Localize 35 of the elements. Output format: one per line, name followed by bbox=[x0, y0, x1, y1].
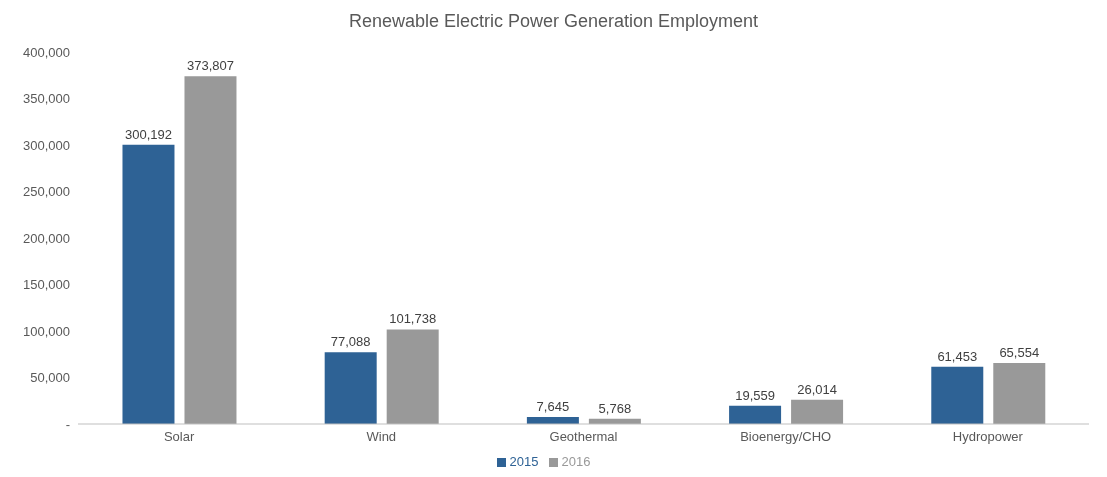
y-tick-label: 150,000 bbox=[23, 277, 70, 293]
data-label: 65,554 bbox=[999, 345, 1040, 361]
x-tick-label: Solar bbox=[163, 429, 195, 445]
data-label: 61,453 bbox=[937, 348, 978, 364]
y-tick-label: 50,000 bbox=[30, 370, 70, 386]
data-label: 300,192 bbox=[124, 126, 172, 142]
legend-label: 2016 bbox=[561, 454, 591, 469]
data-label: 5,768 bbox=[598, 400, 632, 416]
bar bbox=[729, 405, 782, 424]
x-tick-label: Wind bbox=[366, 429, 397, 445]
bar bbox=[931, 366, 984, 424]
y-tick-label: 200,000 bbox=[23, 230, 70, 246]
data-label: 26,014 bbox=[797, 381, 837, 397]
bar bbox=[184, 76, 237, 424]
bar bbox=[122, 144, 175, 424]
chart-title: Renewable Electric Power Generation Employment bbox=[347, 10, 760, 33]
y-tick-label: 350,000 bbox=[23, 91, 70, 107]
y-tick-label: 400,000 bbox=[23, 44, 70, 60]
data-label: 7,645 bbox=[536, 398, 570, 414]
y-tick-label: 100,000 bbox=[23, 323, 70, 339]
y-tick-label: 250,000 bbox=[23, 184, 70, 200]
bar bbox=[324, 352, 377, 424]
data-label: 19,559 bbox=[735, 387, 775, 403]
bar bbox=[386, 329, 439, 424]
x-tick-label: Geothermal bbox=[549, 429, 618, 445]
x-tick-label: Bioenergy/CHO bbox=[740, 429, 832, 445]
y-tick-label: - bbox=[65, 416, 70, 432]
bar bbox=[993, 363, 1046, 424]
bar bbox=[791, 399, 844, 424]
data-label: 101,738 bbox=[389, 311, 437, 327]
data-label: 373,807 bbox=[186, 58, 234, 74]
data-label: 77,088 bbox=[330, 334, 371, 350]
x-tick-label: Hydropower bbox=[952, 429, 1024, 445]
y-tick-label: 300,000 bbox=[23, 137, 70, 153]
legend-label: 2015 bbox=[509, 454, 539, 469]
